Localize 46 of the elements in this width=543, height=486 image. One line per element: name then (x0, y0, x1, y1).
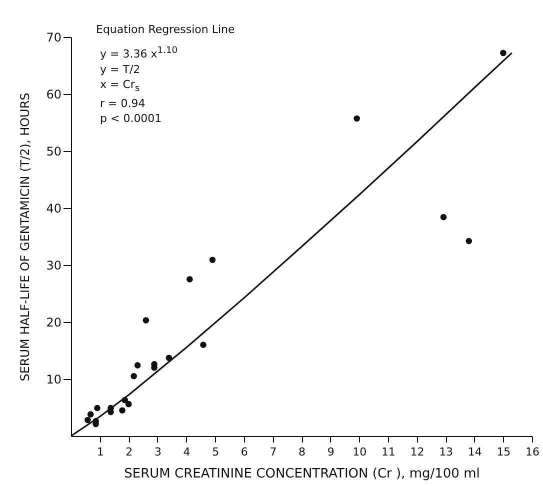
point (466, 238, 472, 244)
annotation: p < 0.0001 (100, 110, 163, 126)
point (186, 276, 193, 282)
x-tick-label: 5 (212, 446, 220, 458)
x-tick-label: 6 (240, 446, 248, 458)
y-tick-label: 60 (46, 88, 62, 102)
point (87, 411, 94, 418)
x-tick-label: 12 (410, 446, 424, 458)
annotation: y = 3.36 x$^{1.10}$ (100, 44, 179, 62)
point (209, 256, 216, 264)
y-tick-label: 70 (46, 30, 62, 44)
point (200, 342, 206, 348)
x-axis-title: SERUM CREATININE CONCENTRATION (Cr ), mg/100 ml (124, 466, 480, 482)
y-axis-title: SERUM HALF-LIFE OF GENTAMICIN (T/2), HOURS (18, 92, 32, 382)
point (134, 362, 141, 368)
point (125, 400, 132, 408)
annotation: y = T/2 (100, 62, 142, 77)
x-tick-label: 3 (154, 446, 162, 458)
x-tick-label: 8 (298, 446, 306, 458)
x-tick-label: 1 (96, 446, 104, 458)
x-tick-label: 14 (468, 446, 482, 458)
point (94, 404, 100, 412)
x-tick-label: 2 (126, 446, 133, 458)
x-tick-label: 9 (327, 446, 334, 458)
x-tick-label: 11 (381, 446, 396, 458)
y-tick-label: 50 (46, 144, 62, 158)
point (130, 372, 137, 380)
point (440, 214, 447, 220)
text: Equation Regression Line (96, 22, 235, 37)
y-tick-label: 10 (46, 372, 62, 386)
x-tick-label: 13 (439, 446, 454, 458)
x-tick-label: 16 (526, 446, 540, 458)
x-tick-label: 15 (496, 446, 511, 458)
point (500, 50, 506, 56)
x-tick-label: 7 (270, 446, 277, 458)
point (354, 115, 360, 122)
y-tick-label: 30 (46, 258, 62, 272)
y-tick-label: 20 (46, 316, 62, 330)
point (142, 317, 150, 324)
y-tick-label: 40 (46, 202, 62, 216)
x-tick-label: 10 (352, 446, 367, 458)
point (119, 407, 126, 414)
point (84, 416, 91, 424)
annotation: r = 0.94 (100, 96, 146, 111)
annotation: x = Cr$_{s}$ (100, 76, 141, 96)
x-tick-label: 4 (183, 446, 190, 458)
